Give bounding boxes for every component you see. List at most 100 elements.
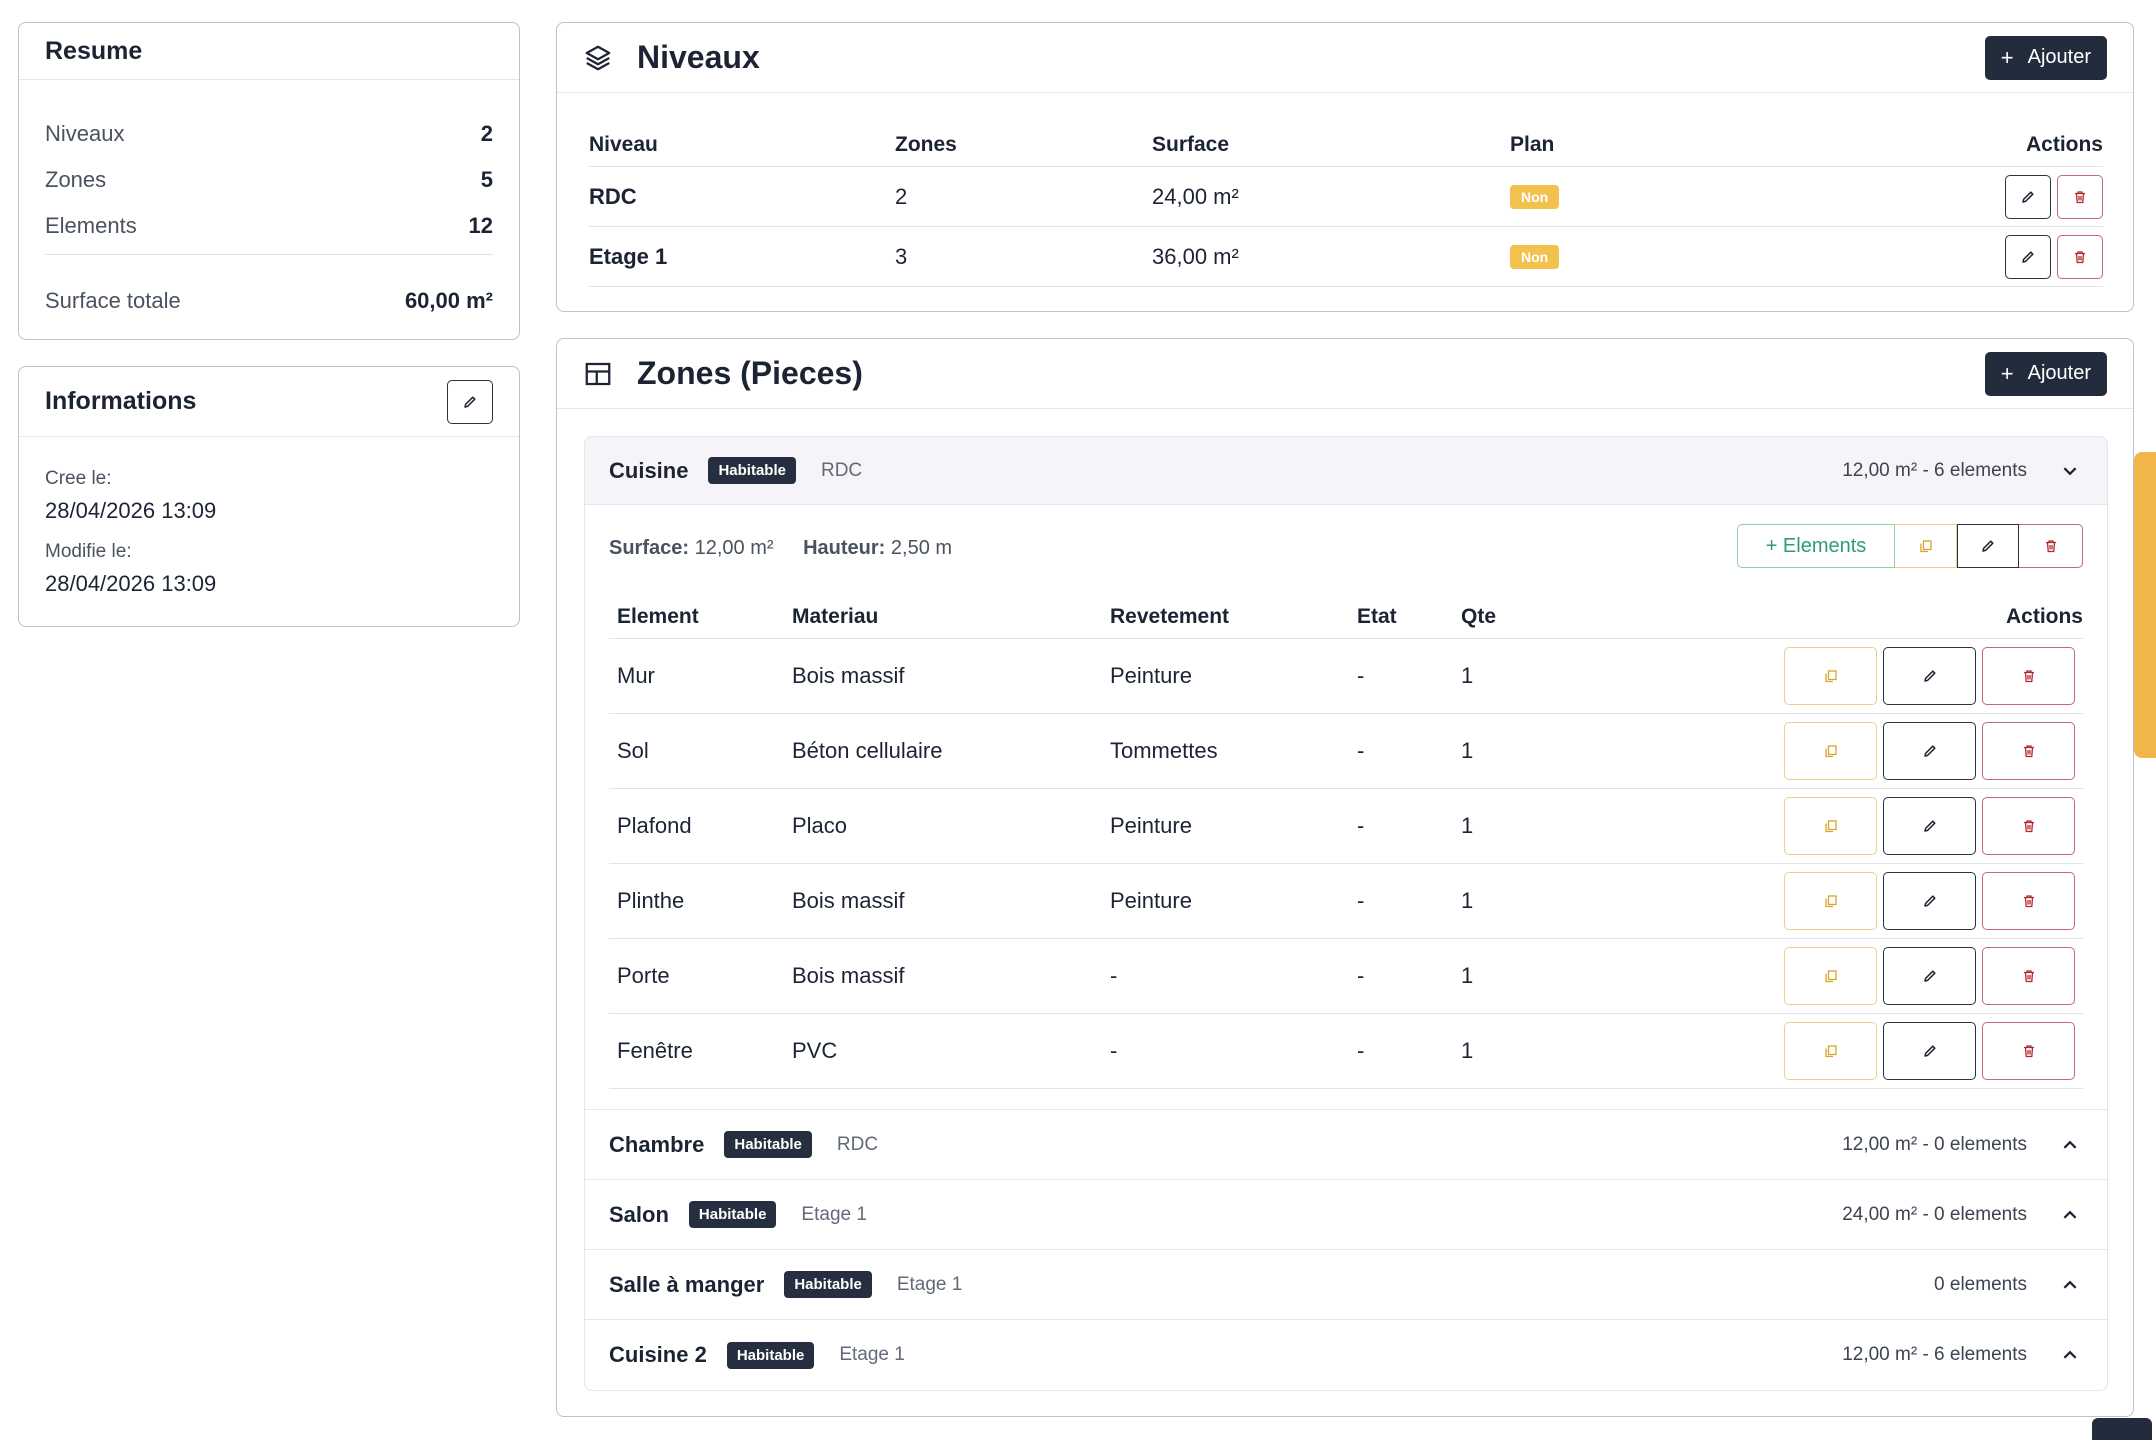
trash-icon bbox=[2023, 745, 2034, 758]
summary-label: Zones bbox=[45, 167, 107, 192]
summary-row-surface-totale: Surface totale 60,00 m² bbox=[45, 288, 493, 314]
scroll-top-button[interactable] bbox=[2092, 1418, 2152, 1440]
zones-header: Zones (Pieces) + Ajouter bbox=[557, 339, 2133, 409]
row-actions bbox=[1784, 947, 2075, 1005]
trash-icon bbox=[2045, 540, 2056, 553]
element-qte: 1 bbox=[1461, 1038, 1474, 1063]
edit-informations-button[interactable] bbox=[447, 379, 493, 424]
delete-button[interactable] bbox=[1982, 647, 2075, 705]
elements-table: Element Materiau Revetement Etat Qte Act… bbox=[609, 595, 2083, 1089]
plus-icon: + bbox=[2000, 360, 2014, 386]
informations-header: Informations bbox=[19, 367, 519, 437]
zone-header-salon[interactable]: Salon Habitable Etage 1 24,00 m² - 0 ele… bbox=[585, 1180, 2107, 1250]
element-materiau: Béton cellulaire bbox=[792, 738, 943, 763]
table-row: RDC 2 24,00 m² Non bbox=[589, 167, 2103, 227]
pencil-icon bbox=[1923, 745, 1936, 757]
col-header: Plan bbox=[1510, 132, 1555, 156]
edit-button[interactable] bbox=[1883, 947, 1976, 1005]
niveaux-table: Niveau Zones Surface Plan Actions RDC 2 … bbox=[589, 123, 2103, 287]
element-etat: - bbox=[1357, 738, 1365, 763]
plan-badge: Non bbox=[1510, 184, 1560, 209]
delete-button[interactable] bbox=[2057, 234, 2103, 279]
zone-header-cuisine-2[interactable]: Cuisine 2 Habitable Etage 1 12,00 m² - 6… bbox=[585, 1320, 2107, 1390]
edit-button[interactable] bbox=[2005, 174, 2051, 219]
col-header: Zones bbox=[895, 132, 957, 156]
niveau-surface: 24,00 m² bbox=[1152, 183, 1239, 209]
delete-zone-button[interactable] bbox=[2019, 524, 2083, 568]
chevron-up-icon[interactable] bbox=[2061, 1276, 2079, 1294]
niveaux-card: Niveaux + Ajouter Niveau Zones Surface P… bbox=[556, 22, 2134, 312]
delete-button[interactable] bbox=[1982, 872, 2075, 930]
element-qte: 1 bbox=[1461, 813, 1474, 838]
hauteur-label: Hauteur: bbox=[803, 537, 886, 559]
col-header: Niveau bbox=[589, 132, 658, 156]
duplicate-button[interactable] bbox=[1784, 722, 1877, 780]
zone-type-badge: Habitable bbox=[688, 1201, 777, 1228]
edit-button[interactable] bbox=[1883, 1022, 1976, 1080]
trash-icon bbox=[2075, 190, 2085, 203]
pencil-icon bbox=[1982, 540, 1994, 552]
summary-row-niveaux: Niveaux 2 bbox=[45, 121, 493, 147]
summary-value: 5 bbox=[480, 167, 493, 192]
delete-button[interactable] bbox=[2057, 174, 2103, 219]
duplicate-zone-button[interactable] bbox=[1895, 524, 1957, 568]
zone-type-badge: Habitable bbox=[784, 1271, 872, 1298]
pencil-icon bbox=[1923, 670, 1936, 682]
niveau-name: RDC bbox=[589, 183, 637, 209]
element-qte: 1 bbox=[1461, 663, 1474, 688]
chevron-up-icon[interactable] bbox=[2061, 1136, 2079, 1154]
zone-name: Salon bbox=[609, 1201, 669, 1227]
edit-zone-button[interactable] bbox=[1957, 524, 2019, 568]
duplicate-button[interactable] bbox=[1784, 947, 1877, 1005]
plan-badge: Non bbox=[1510, 244, 1560, 269]
element-revetement: - bbox=[1110, 1038, 1118, 1063]
zone-header-chambre[interactable]: Chambre Habitable RDC 12,00 m² - 0 eleme… bbox=[585, 1110, 2107, 1180]
table-row: Etage 1 3 36,00 m² Non bbox=[589, 227, 2103, 287]
zone-niveau: Etage 1 bbox=[801, 1203, 867, 1225]
trash-icon bbox=[2023, 1045, 2034, 1058]
copy-icon bbox=[1919, 540, 1932, 553]
table-row: Sol Béton cellulaire Tommettes - 1 bbox=[609, 714, 2083, 789]
chevron-up-icon[interactable] bbox=[2061, 1206, 2079, 1224]
summary-divider bbox=[45, 254, 493, 255]
niveau-zones: 2 bbox=[895, 183, 908, 209]
duplicate-button[interactable] bbox=[1784, 647, 1877, 705]
trash-icon bbox=[2023, 970, 2034, 983]
edit-button[interactable] bbox=[2005, 234, 2051, 279]
side-feedback-tab[interactable] bbox=[2134, 452, 2156, 758]
niveau-surface: 36,00 m² bbox=[1152, 243, 1239, 269]
zone-body-cuisine: Surface: 12,00 m² Hauteur: 2,50 m + Elem… bbox=[585, 505, 2107, 1110]
add-elements-button[interactable]: + Elements bbox=[1737, 524, 1895, 568]
edit-button[interactable] bbox=[1883, 872, 1976, 930]
duplicate-button[interactable] bbox=[1784, 872, 1877, 930]
duplicate-button[interactable] bbox=[1784, 797, 1877, 855]
chevron-down-icon[interactable] bbox=[2061, 462, 2079, 480]
col-header: Etat bbox=[1357, 604, 1397, 628]
add-niveau-button[interactable]: + Ajouter bbox=[1984, 35, 2107, 80]
delete-button[interactable] bbox=[1982, 797, 2075, 855]
delete-button[interactable] bbox=[1982, 947, 2075, 1005]
row-actions bbox=[1784, 797, 2075, 855]
informations-title: Informations bbox=[45, 387, 197, 415]
delete-button[interactable] bbox=[1982, 1022, 2075, 1080]
chevron-up-icon[interactable] bbox=[2061, 1346, 2079, 1364]
element-element: Plafond bbox=[617, 813, 692, 838]
pencil-icon bbox=[2022, 250, 2034, 263]
delete-button[interactable] bbox=[1982, 722, 2075, 780]
zones-title-text: Zones (Pieces) bbox=[637, 355, 863, 391]
col-header: Revetement bbox=[1110, 604, 1230, 628]
add-zone-button[interactable]: + Ajouter bbox=[1984, 351, 2107, 396]
edit-button[interactable] bbox=[1883, 797, 1976, 855]
zone-header-cuisine[interactable]: Cuisine Habitable RDC 12,00 m² - 6 eleme… bbox=[585, 437, 2107, 505]
zone-meta: 12,00 m² - 6 elements bbox=[1842, 459, 2027, 481]
summary-label: Surface totale bbox=[45, 288, 181, 313]
resume-header: Resume bbox=[19, 23, 519, 80]
zone-header-salle-a-manger[interactable]: Salle à manger Habitable Etage 1 0 eleme… bbox=[585, 1250, 2107, 1320]
zone-meta: 0 elements bbox=[1934, 1273, 2027, 1295]
niveaux-title: Niveaux bbox=[583, 39, 760, 76]
edit-button[interactable] bbox=[1883, 647, 1976, 705]
element-materiau: PVC bbox=[792, 1038, 838, 1063]
duplicate-button[interactable] bbox=[1784, 1022, 1877, 1080]
edit-button[interactable] bbox=[1883, 722, 1976, 780]
layers-icon bbox=[585, 45, 611, 70]
